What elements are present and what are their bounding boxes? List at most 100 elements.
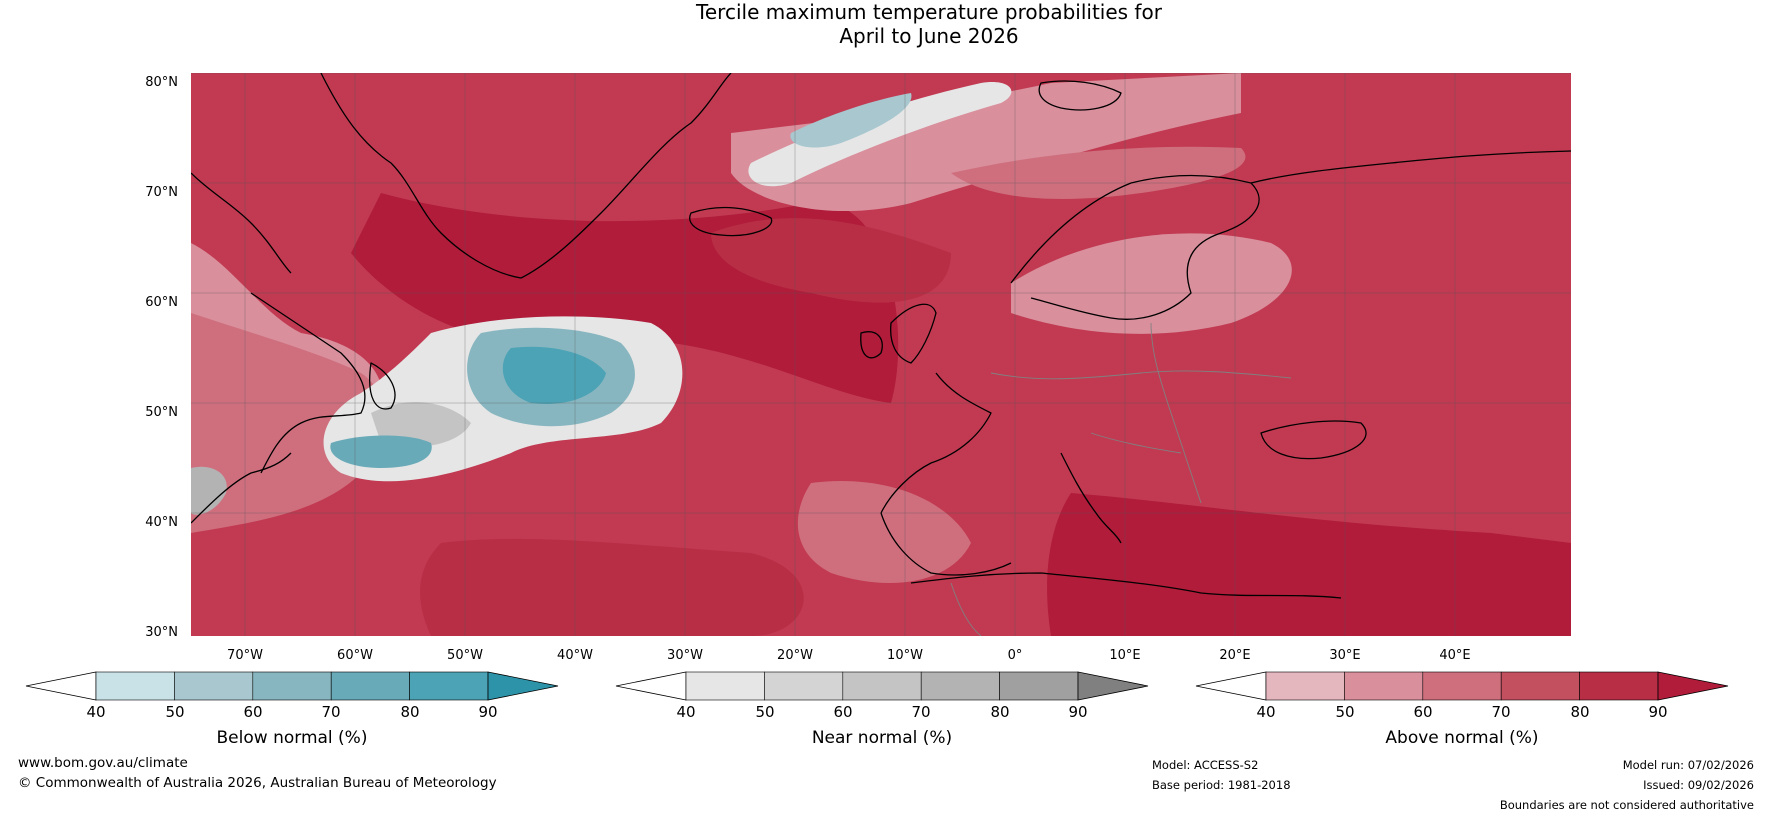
probability-map (191, 73, 1571, 636)
lon-label-40w: 40°W (557, 648, 593, 663)
legend-below-tick: 60 (243, 703, 263, 721)
title-line-1: Tercile maximum temperature probabilitie… (696, 0, 1162, 24)
legend-below-tick: 70 (321, 703, 341, 721)
colorbar-segment (920, 671, 1000, 701)
near-normal-zone-west (191, 466, 227, 515)
lon-label-30e: 30°E (1329, 648, 1361, 663)
lon-label-60w: 60°W (337, 648, 373, 663)
colorbar-segment (1500, 671, 1580, 701)
legend-near-normal-colorbar (615, 671, 1149, 701)
lon-label-30w: 30°W (667, 648, 703, 663)
above-90-zone-south (420, 538, 804, 636)
legend-above-tick: 40 (1256, 703, 1276, 721)
lon-label-0: 0° (1007, 648, 1023, 663)
legend-below-normal-colorbar (25, 671, 559, 701)
legend-near-tick: 60 (833, 703, 853, 721)
legend-near-tick: 50 (755, 703, 775, 721)
above-90-zone-mediterranean (1047, 493, 1571, 636)
colorbar-extend-low (25, 671, 97, 701)
coast-ireland (860, 331, 883, 359)
legend-above-tick: 80 (1570, 703, 1590, 721)
colorbar-segment (252, 671, 332, 701)
lon-label-10w: 10°W (887, 648, 923, 663)
above-60-zone-labrador (191, 313, 384, 533)
coast-scandinavia (1010, 174, 1260, 320)
coast-labrador (250, 292, 366, 474)
legend-above-tick: 70 (1491, 703, 1511, 721)
colorbar-segment (330, 671, 410, 701)
country-borders (950, 322, 1292, 636)
colorbar-extend-high (1077, 671, 1149, 701)
near-normal-zone-north (748, 82, 1012, 187)
coast-russia-north (1250, 150, 1571, 184)
border-eastern-europe (1150, 322, 1202, 504)
coast-iceland (689, 206, 773, 237)
colorbar-extend-high (487, 671, 559, 701)
colorbar-segment (685, 671, 765, 701)
colorbar-segment (174, 671, 254, 701)
lon-label-20e: 20°E (1219, 648, 1251, 663)
above-50-zone-scandinavia (1011, 233, 1292, 334)
legend-below-tick: 50 (165, 703, 185, 721)
above-50-zone-north (731, 73, 1241, 212)
colorbar-segment (1265, 671, 1345, 701)
above-50-zone-norway-sea (951, 146, 1246, 199)
below-normal-zone-south (330, 435, 432, 468)
legend-above-tick: 90 (1648, 703, 1668, 721)
colorbar-extend-low (615, 671, 687, 701)
lat-label-50n: 50°N (145, 405, 178, 420)
legend-below-tick: 40 (86, 703, 106, 721)
lat-label-60n: 60°N (145, 295, 178, 310)
colorbar-segment (842, 671, 922, 701)
legend-near-tick: 70 (911, 703, 931, 721)
footer-issued: Issued: 09/02/2026 (1643, 778, 1754, 792)
legend-above-label: Above normal (%) (1385, 728, 1539, 748)
colorbar-segment (1579, 671, 1659, 701)
legend-near-tick: 90 (1068, 703, 1088, 721)
lat-label-80n: 80°N (145, 75, 178, 90)
footer-website-link[interactable]: www.bom.gov.au/climate (18, 755, 188, 771)
lon-label-40e: 40°E (1439, 648, 1471, 663)
title-line-2: April to June 2026 (839, 24, 1019, 48)
colorbar-segment (95, 671, 175, 701)
border-north-africa (950, 582, 982, 636)
footer-copyright: © Commonwealth of Australia 2026, Austra… (18, 775, 497, 791)
lon-label-20w: 20°W (777, 648, 813, 663)
near-normal-zone-central-dark (371, 402, 471, 447)
coast-italy (1060, 452, 1122, 544)
coast-africa-north (910, 572, 1342, 599)
colorbar-segment (1344, 671, 1424, 701)
lon-label-10e: 10°E (1109, 648, 1141, 663)
colorbar-segment (764, 671, 844, 701)
coast-svalbard (1038, 80, 1122, 111)
above-90-zone-greenland-sea (711, 218, 951, 303)
coast-baffin (191, 172, 292, 274)
below-normal-zone-main-core (502, 346, 606, 404)
above-60-zone-morocco (797, 481, 971, 583)
coast-europe-west (880, 372, 992, 514)
lon-label-70w: 70°W (227, 648, 263, 663)
coast-iberia (880, 512, 1012, 576)
border-balkans (1090, 432, 1182, 454)
legend-above-tick: 60 (1413, 703, 1433, 721)
footer-base-period: Base period: 1981-2018 (1152, 778, 1291, 792)
colorbar-segment (999, 671, 1079, 701)
footer-model-run: Model run: 07/02/2026 (1622, 758, 1754, 772)
below-normal-zone-north (790, 93, 912, 148)
map-title: Tercile maximum temperature probabilitie… (0, 0, 1770, 48)
coast-greenland (320, 73, 732, 279)
colorbar-segment (1422, 671, 1502, 701)
lon-label-50w: 50°W (447, 648, 483, 663)
border-central-europe (990, 370, 1292, 380)
lat-label-40n: 40°N (145, 515, 178, 530)
coast-us-east (191, 452, 292, 524)
colorbar-extend-low (1195, 671, 1267, 701)
lat-label-70n: 70°N (145, 185, 178, 200)
legend-near-tick: 80 (990, 703, 1010, 721)
footer-model: Model: ACCESS-S2 (1152, 758, 1259, 772)
legend-below-label: Below normal (%) (216, 728, 368, 748)
legend-below-tick: 80 (400, 703, 420, 721)
coast-black-sea (1260, 420, 1367, 460)
legend-above-tick: 50 (1335, 703, 1355, 721)
lat-label-30n: 30°N (145, 625, 178, 640)
